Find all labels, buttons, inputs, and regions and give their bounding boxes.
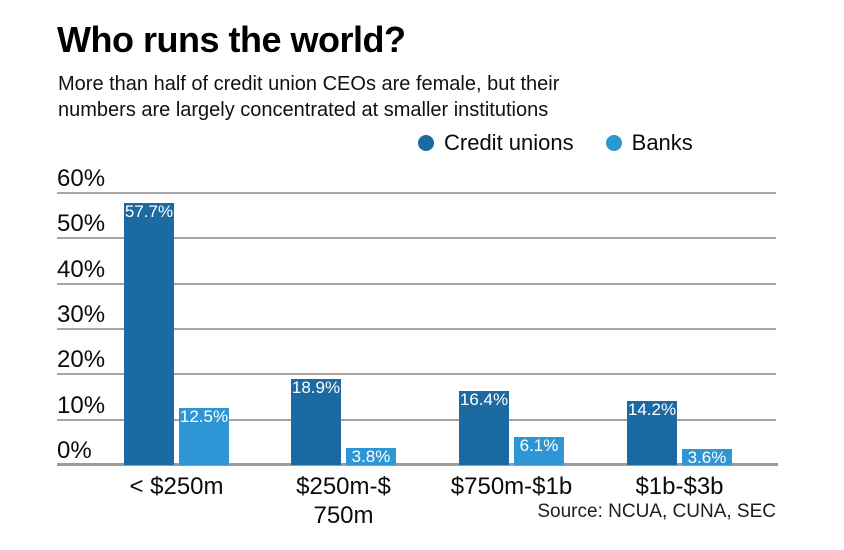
x-tick-line: < $250m — [129, 473, 224, 500]
chart-title: Who runs the world? — [57, 19, 406, 60]
x-tick-line: $750m-$1b — [450, 473, 573, 500]
chart-legend: Credit unions Banks — [418, 130, 693, 156]
bar-banks-0: 12.5% — [179, 408, 229, 465]
legend-item-banks: Banks — [605, 130, 693, 156]
bar-value-label: 14.2% — [627, 399, 677, 419]
gridline-30% — [57, 328, 776, 330]
bar-value-label: 6.1% — [519, 436, 559, 456]
y-tick-label-40%: 40% — [57, 255, 106, 283]
gridline-50% — [57, 237, 776, 240]
x-tick-line: 750m — [313, 502, 374, 529]
y-tick-label-50%: 50% — [57, 210, 106, 238]
x-tick-line: $250m-$ — [296, 473, 391, 500]
x-tick-label-1: $250m-$ 750m — [234, 472, 454, 530]
gridline-10% — [57, 418, 776, 421]
y-tick-label-20%: 20% — [57, 346, 106, 374]
legend-label-banks: Banks — [631, 130, 693, 155]
x-axis-line — [57, 463, 778, 466]
gridline-20% — [57, 373, 776, 376]
bar-value-label: 16.4% — [459, 389, 509, 409]
y-tick-label-0%: 0% — [57, 437, 92, 464]
credit-unions-dot-icon — [418, 135, 434, 151]
bar-credit-unions-3: 14.2% — [627, 399, 677, 465]
y-tick-label-10%: 10% — [57, 391, 106, 419]
x-tick-label-3: $1b-$3b — [570, 472, 790, 501]
legend-item-credit-unions: Credit unions — [418, 130, 574, 156]
legend-label-credit-unions: Credit unions — [444, 130, 574, 155]
banks-dot-icon — [605, 135, 622, 151]
bar-banks-3: 3.6% — [682, 447, 732, 467]
bar-value-label: 12.5% — [179, 407, 229, 427]
bar-value-label: 3.6% — [687, 447, 727, 467]
y-tick-label-60%: 60% — [57, 165, 106, 192]
bar-value-label: 57.7% — [124, 202, 174, 222]
bar-credit-unions-2: 16.4% — [459, 389, 509, 465]
x-tick-label-2: $750m-$1b — [402, 472, 622, 501]
bar-credit-unions-1: 18.9% — [291, 379, 341, 465]
bar-value-label: 18.9% — [291, 378, 341, 398]
chart-subtitle-line-1: More than half of credit union CEOs are … — [58, 73, 560, 95]
bar-banks-1: 3.8% — [346, 446, 396, 466]
bar-banks-2: 6.1% — [514, 437, 564, 465]
gridline-40% — [57, 282, 776, 285]
gridline-60% — [57, 192, 776, 194]
chart-subtitle: More than half of credit union CEOs are … — [58, 71, 559, 123]
x-tick-line: $1b-$3b — [635, 473, 724, 500]
chart-subtitle-line-2: numbers are largely concentrated at smal… — [58, 99, 549, 121]
bar-credit-unions-0: 57.7% — [124, 203, 174, 465]
bar-value-label: 3.8% — [351, 446, 391, 466]
y-tick-label-30%: 30% — [57, 301, 106, 328]
x-tick-label-0: < $250m — [67, 472, 287, 501]
source-note: Source: NCUA, CUNA, SEC — [537, 501, 776, 522]
